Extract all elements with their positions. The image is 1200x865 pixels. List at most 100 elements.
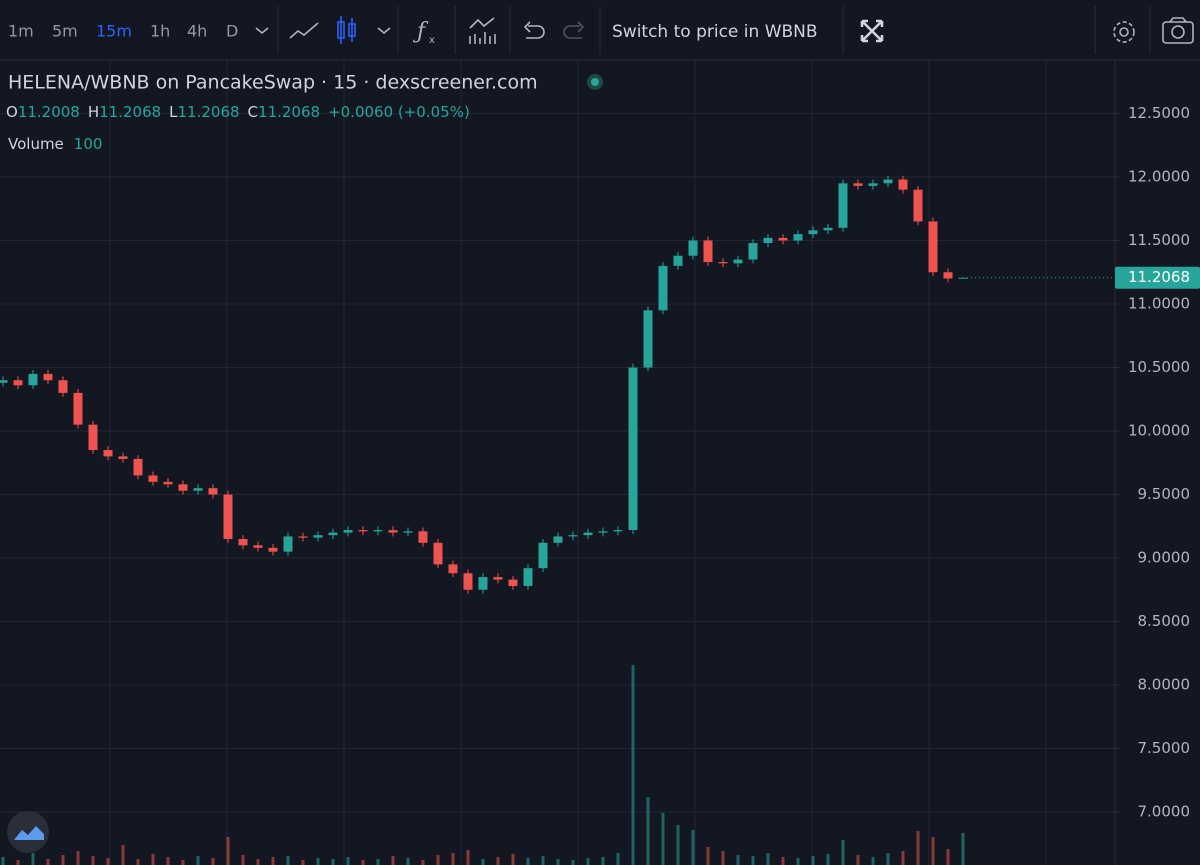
redo-icon[interactable] bbox=[563, 21, 585, 39]
volume-bar bbox=[781, 857, 785, 865]
interval-button[interactable]: 1h bbox=[150, 22, 170, 41]
volume-bar bbox=[886, 853, 890, 865]
volume-bar bbox=[406, 858, 410, 865]
interval-button[interactable]: 1m bbox=[8, 22, 34, 41]
candle-body bbox=[553, 536, 563, 543]
volume-bar bbox=[421, 860, 425, 865]
status-dot bbox=[591, 78, 599, 86]
volume-length: 100 bbox=[74, 135, 103, 153]
interval-button[interactable]: 4h bbox=[187, 22, 207, 41]
candle-body bbox=[493, 577, 503, 580]
settings-icon[interactable] bbox=[1113, 21, 1135, 43]
candle-body bbox=[43, 373, 53, 381]
candle-body bbox=[478, 577, 488, 590]
volume-bar bbox=[961, 833, 965, 865]
volume-bar bbox=[676, 825, 680, 865]
volume-bar bbox=[1, 857, 5, 865]
candle-body bbox=[838, 183, 848, 228]
price-axis: 7.0000 7.5000 8.0000 8.5000 9.0000 9.5000 10.0… bbox=[1115, 104, 1200, 821]
fullscreen-icon[interactable] bbox=[860, 19, 884, 43]
volume-bar bbox=[721, 851, 725, 865]
candle-body bbox=[58, 380, 68, 393]
volume-bar bbox=[541, 856, 545, 865]
candle-body bbox=[568, 535, 578, 537]
volume-bar bbox=[511, 854, 515, 865]
volume-bar bbox=[946, 849, 950, 865]
interval-dropdown[interactable] bbox=[255, 27, 269, 35]
chart-type-dropdown[interactable] bbox=[377, 27, 391, 35]
volume-bar bbox=[91, 856, 95, 865]
volume-bar bbox=[16, 860, 20, 865]
candle-body bbox=[388, 530, 398, 533]
volume-bar bbox=[526, 858, 530, 865]
volume-bar bbox=[571, 860, 575, 865]
candle-body bbox=[148, 475, 158, 482]
volume-bar bbox=[811, 856, 815, 865]
indicators-icon-sub: x bbox=[429, 35, 435, 46]
volume-legend: Volume 100 bbox=[8, 135, 102, 153]
screenshot-icon[interactable] bbox=[1162, 17, 1194, 44]
candle-body bbox=[208, 488, 218, 495]
volume-bar bbox=[61, 855, 65, 865]
volume-label: Volume bbox=[8, 135, 64, 153]
candle-body bbox=[268, 547, 278, 552]
volume-bar bbox=[106, 858, 110, 865]
candle-body bbox=[223, 494, 233, 539]
volume-bar bbox=[436, 855, 440, 865]
legend-title: HELENA/WBNB on PancakeSwap · 15 · dexscr… bbox=[8, 72, 538, 94]
volume-bar bbox=[856, 855, 860, 865]
candle-body bbox=[373, 530, 383, 532]
candle-body bbox=[88, 424, 98, 451]
vertical-grid bbox=[0, 60, 1115, 865]
candle-body bbox=[418, 531, 428, 543]
candle-body bbox=[883, 179, 893, 184]
candle-icon[interactable] bbox=[337, 16, 356, 44]
candle-body bbox=[688, 240, 698, 256]
switch-price-button[interactable]: Switch to price in WBNB bbox=[612, 22, 818, 42]
candle-body bbox=[943, 272, 953, 279]
candle-body bbox=[808, 230, 818, 235]
candle-body bbox=[238, 538, 248, 546]
volume-bar bbox=[31, 853, 35, 865]
volume-bar bbox=[646, 797, 650, 865]
y-tick-label: 8.5000 bbox=[1138, 612, 1191, 630]
volume-bar bbox=[841, 840, 845, 865]
logo[interactable] bbox=[7, 811, 49, 853]
candle-body bbox=[868, 183, 878, 186]
candle-body bbox=[748, 243, 758, 260]
interval-button[interactable]: 5m bbox=[52, 22, 78, 41]
volume-bar bbox=[211, 858, 215, 865]
volume-bar bbox=[916, 831, 920, 865]
volume-bar bbox=[256, 859, 260, 865]
candle-body bbox=[133, 458, 143, 476]
candle-body bbox=[283, 536, 293, 552]
y-tick-label: 8.0000 bbox=[1138, 676, 1191, 694]
volume-bar bbox=[466, 850, 470, 865]
volume-bar bbox=[76, 851, 80, 865]
indicators-icon[interactable]: ƒ bbox=[412, 19, 429, 44]
volume-bar bbox=[376, 859, 380, 865]
y-tick-label: 7.5000 bbox=[1138, 739, 1191, 757]
volume-bar bbox=[316, 858, 320, 865]
y-tick-label: 7.0000 bbox=[1138, 803, 1191, 821]
volume-bar bbox=[631, 665, 635, 865]
candle-body bbox=[628, 367, 638, 531]
candle-body bbox=[643, 310, 653, 368]
candle-body bbox=[28, 373, 38, 386]
volume-bar bbox=[391, 856, 395, 865]
y-tick-label: 10.0000 bbox=[1128, 422, 1190, 440]
candle-body bbox=[778, 237, 788, 241]
y-tick-label: 12.0000 bbox=[1128, 167, 1190, 185]
ohlc-value: 11.2068 bbox=[99, 103, 161, 121]
line-chart-icon[interactable] bbox=[289, 22, 319, 39]
compare-icon[interactable] bbox=[469, 17, 496, 44]
undo-icon[interactable] bbox=[523, 21, 545, 39]
last-price-tag bbox=[1115, 266, 1200, 289]
interval-button[interactable]: 15m bbox=[96, 22, 132, 41]
interval-button[interactable]: D bbox=[226, 22, 238, 41]
volume-bar bbox=[556, 859, 560, 865]
candle-body bbox=[673, 255, 683, 266]
ohlc-value: 11.2008 bbox=[18, 103, 80, 121]
